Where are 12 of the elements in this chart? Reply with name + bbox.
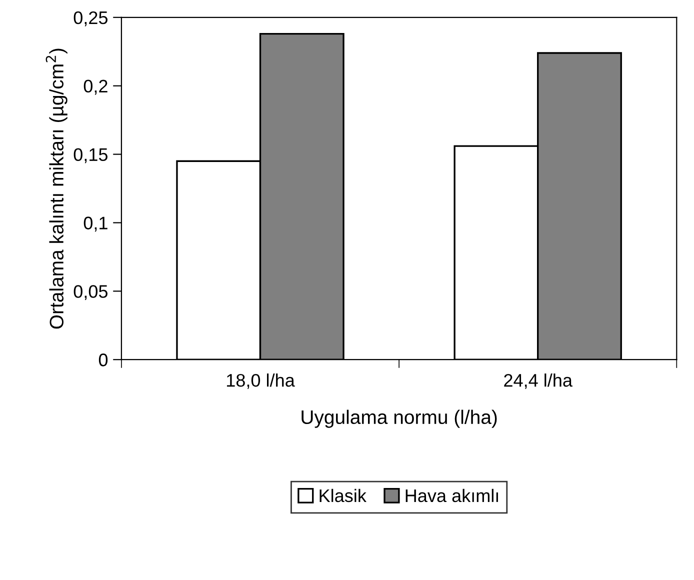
y-tick-label: 0 (98, 354, 108, 366)
y-tick-label: 0,15 (74, 148, 108, 164)
legend-label: Klasik (320, 488, 366, 502)
y-axis-title: Ortalama kalıntı miktarı (µg/cm$^{2}$) (46, 48, 68, 329)
y-tick-label: 0,2 (84, 80, 108, 95)
y-tick-label: 0,05 (74, 285, 108, 300)
y-tick-label: 0,1 (84, 216, 108, 232)
x-axis-title: Uygulama normu (l/ha) (302, 410, 497, 428)
x-tick-label: 18,0 l/ha (226, 373, 295, 389)
legend-label: Hava akımlı (406, 488, 498, 502)
y-tick-label: 0,25 (74, 11, 108, 26)
x-tick-label: 24,4 l/ha (504, 373, 572, 389)
